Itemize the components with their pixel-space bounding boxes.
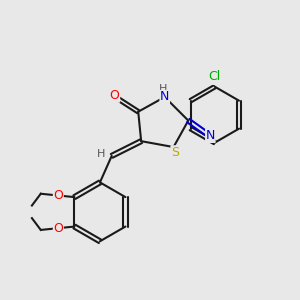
Text: O: O [53,189,63,202]
Text: S: S [171,146,179,159]
Text: Cl: Cl [209,71,221,84]
Text: H: H [159,84,167,94]
Text: N: N [206,129,215,142]
Text: O: O [110,89,120,102]
Text: N: N [160,91,169,103]
Text: O: O [53,222,63,235]
Text: H: H [97,148,106,158]
Text: Cl: Cl [209,70,221,83]
